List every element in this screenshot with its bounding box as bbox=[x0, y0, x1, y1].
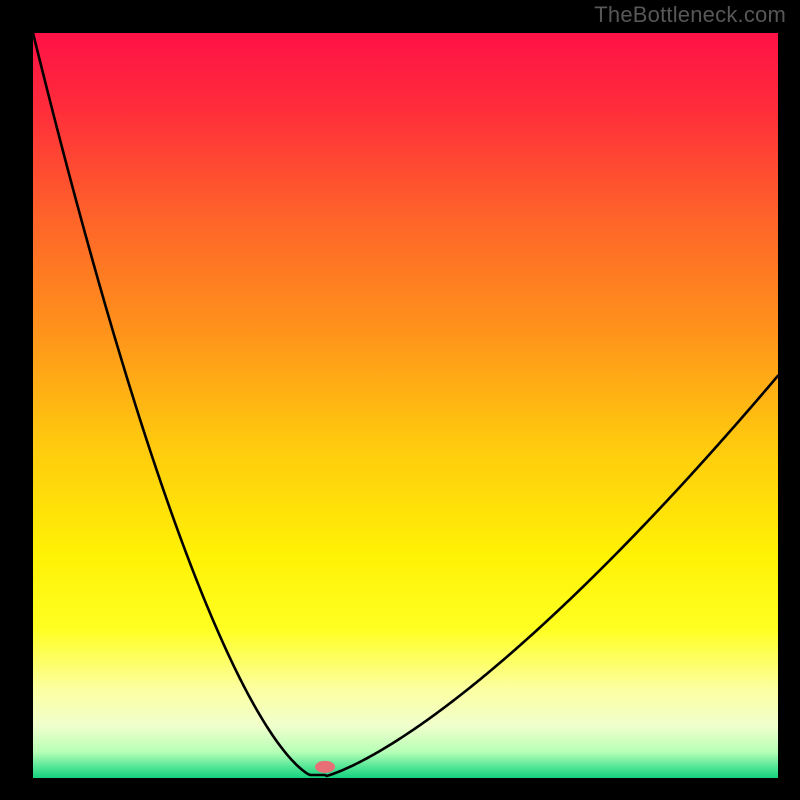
optimal-point-marker bbox=[315, 761, 335, 773]
watermark-text: TheBottleneck.com bbox=[594, 2, 786, 28]
bottleneck-chart bbox=[0, 0, 800, 800]
gradient-background bbox=[33, 33, 778, 778]
